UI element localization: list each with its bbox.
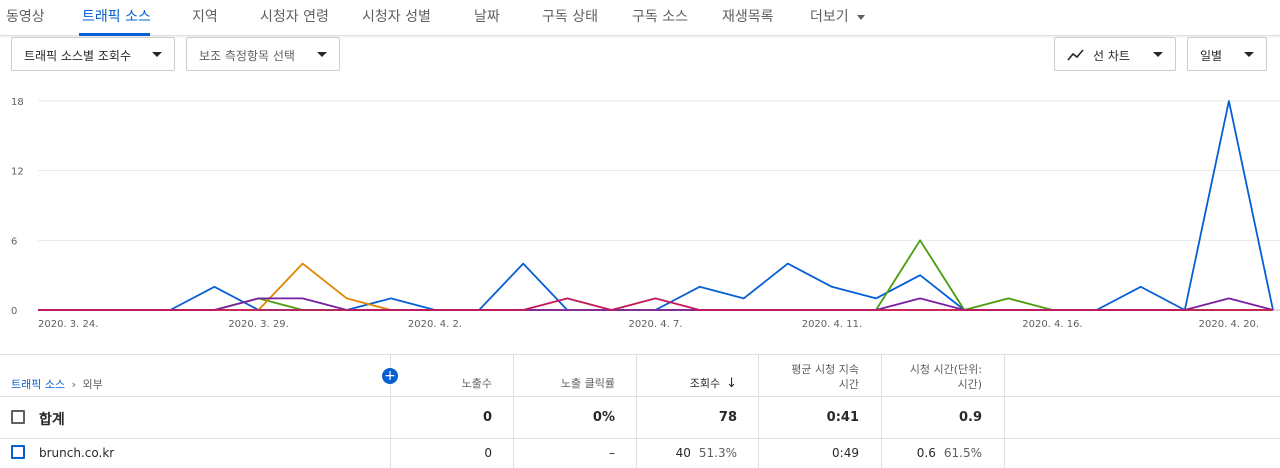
active-tab-indicator (79, 33, 150, 36)
row-views: 40 51.3% (676, 446, 737, 460)
breadcrumb: 트래픽 소스 › 외부 (11, 376, 103, 392)
column-divider (390, 354, 391, 468)
column-header-watch-time[interactable]: 시청 시간(단위: 시간) (910, 362, 982, 392)
table-row: brunch.co.kr 0 – 40 51.3% 0:49 0.6 61.5% (0, 438, 1280, 468)
report-tabs: 동영상 트래픽 소스 지역 시청자 연령 시청자 성별 날짜 구독 상태 구독 … (0, 0, 1280, 36)
column-divider (1004, 354, 1005, 468)
series-line-1 (38, 239, 1273, 311)
table-header (0, 354, 1280, 396)
tab-more[interactable]: 더보기 (810, 6, 865, 26)
y-tick-label: 12 (11, 167, 24, 178)
table-total-row: 합계 0 0% 78 0:41 0.9 (0, 396, 1280, 438)
breadcrumb-current: 외부 (82, 378, 103, 391)
row-checkbox[interactable] (11, 445, 25, 459)
tab-viewer-gender[interactable]: 시청자 성별 (362, 9, 431, 25)
interval-select[interactable]: 일별 (1187, 37, 1267, 71)
row-views-percent: 51.3% (698, 446, 737, 460)
tab-more-label: 더보기 (810, 9, 849, 25)
series-line-4 (38, 297, 1273, 311)
x-tick-label: 2020. 4. 20. (1199, 319, 1259, 330)
breadcrumb-separator: › (71, 378, 77, 391)
x-tick-label: 2020. 4. 16. (1022, 319, 1082, 330)
column-header-line: 시청 시간(단위: (909, 363, 982, 376)
total-ctr: 0% (592, 410, 615, 425)
row-ctr: – (609, 446, 615, 460)
row-avg-view-duration: 0:49 (832, 446, 859, 460)
series-line-3 (38, 297, 1274, 311)
total-label: 합계 (39, 412, 65, 428)
column-header-impressions[interactable]: 노출수 (461, 377, 492, 390)
interval-select-label: 일별 (1200, 49, 1223, 63)
series-line-2 (38, 262, 1273, 311)
plus-icon: + (384, 368, 396, 384)
series-line-0 (38, 100, 1274, 311)
y-tick-label: 6 (11, 236, 17, 247)
breadcrumb-root-link[interactable]: 트래픽 소스 (11, 378, 66, 391)
column-header-line: 시간 (838, 378, 859, 391)
tab-traffic-source[interactable]: 트래픽 소스 (82, 9, 151, 25)
chevron-down-icon (1153, 52, 1163, 57)
add-column-button[interactable]: + (382, 368, 398, 384)
x-tick-label: 2020. 4. 7. (628, 319, 682, 330)
secondary-metric-select-label: 보조 측정항목 선택 (199, 49, 295, 63)
sort-down-arrow-icon: ↓ (726, 376, 737, 391)
y-tick-label: 18 (11, 97, 24, 108)
tab-viewer-age[interactable]: 시청자 연령 (260, 9, 329, 25)
column-header-line: 평균 시청 지속 (791, 363, 859, 376)
chevron-down-icon (1244, 52, 1254, 57)
secondary-metric-select[interactable]: 보조 측정항목 선택 (186, 37, 340, 71)
column-divider (758, 354, 759, 468)
column-header-line: 시간) (957, 378, 982, 391)
chart-type-select[interactable]: 선 차트 (1054, 37, 1176, 71)
tab-subscription-status[interactable]: 구독 상태 (542, 9, 598, 25)
column-header-ctr[interactable]: 노출 클릭률 (560, 377, 615, 390)
row-watch-time: 0.6 61.5% (917, 446, 982, 460)
column-divider (636, 354, 637, 468)
column-divider (881, 354, 882, 468)
x-tick-label: 2020. 3. 29. (228, 319, 288, 330)
tab-videos[interactable]: 동영상 (6, 9, 45, 25)
tab-geography[interactable]: 지역 (192, 9, 218, 25)
column-divider (513, 354, 514, 468)
x-tick-label: 2020. 3. 24. (38, 319, 98, 330)
row-label: brunch.co.kr (39, 446, 115, 460)
x-tick-label: 2020. 4. 2. (408, 319, 462, 330)
row-views-value: 40 (675, 446, 691, 460)
total-views: 78 (718, 410, 737, 425)
traffic-line-chart: 18 12 6 0 2020. 3. 24. 2020. 3. 29. 2020. 4. 2… (11, 97, 1280, 330)
row-impressions: 0 (484, 446, 492, 460)
metric-select-label: 트래픽 소스별 조회수 (24, 49, 131, 63)
tab-playlist[interactable]: 재생목록 (722, 9, 774, 25)
total-impressions: 0 (482, 410, 492, 425)
x-tick-label: 2020. 4. 11. (802, 319, 862, 330)
row-watch-time-percent: 61.5% (943, 446, 982, 460)
tab-subscription-source[interactable]: 구독 소스 (632, 9, 688, 25)
column-header-views[interactable]: 조회수 ↓ (690, 376, 737, 391)
chevron-down-icon (856, 14, 865, 20)
chart-type-select-label: 선 차트 (1093, 49, 1130, 63)
row-watch-time-value: 0.6 (916, 446, 936, 460)
chevron-down-icon (317, 52, 327, 57)
total-checkbox[interactable] (11, 410, 25, 424)
column-header-views-label: 조회수 (689, 377, 721, 390)
total-avg-view-duration: 0:41 (826, 410, 859, 425)
metric-select[interactable]: 트래픽 소스별 조회수 (11, 37, 175, 71)
total-watch-time: 0.9 (958, 410, 982, 425)
tab-date[interactable]: 날짜 (474, 9, 500, 25)
line-chart-icon (1067, 49, 1084, 61)
chevron-down-icon (152, 52, 162, 57)
y-tick-label: 0 (11, 306, 17, 317)
column-header-avg-view-duration[interactable]: 평균 시청 지속 시간 (791, 362, 859, 392)
